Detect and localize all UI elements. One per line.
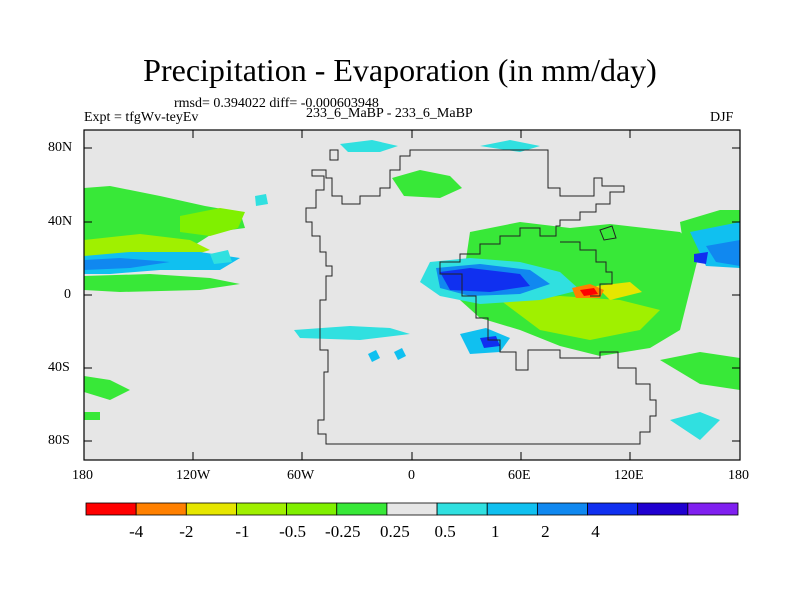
contour-west-pacific-dark <box>694 252 708 264</box>
colorbar: -4 -2 -1 -0.5 -0.25 0.25 0.5 1 2 4 <box>85 502 739 541</box>
colorbar-label: -1 <box>235 522 249 541</box>
contour-pacific-blue-band <box>84 258 170 270</box>
contour-se-pacific-green <box>660 352 740 390</box>
colorbar-label: -2 <box>179 522 193 541</box>
colorbar-swatch <box>236 502 288 516</box>
contour-arctic-cyan-2 <box>480 140 540 152</box>
island-outline <box>599 225 617 241</box>
colorbar-swatch <box>637 502 689 516</box>
contour-northeast-pacific-green <box>180 208 245 236</box>
colorbar-swatch <box>386 502 438 516</box>
colorbar-label: -4 <box>129 522 144 541</box>
expt-label: Expt = tfgWv-teyEv <box>84 110 199 125</box>
contour-fills <box>84 140 740 440</box>
colorbar-swatch <box>587 502 639 516</box>
land-outline <box>305 149 657 445</box>
contour-red-patch <box>580 288 598 296</box>
colorbar-label: -0.5 <box>279 522 306 541</box>
colorbar-label: 2 <box>541 522 550 541</box>
colorbar-label: 0.25 <box>380 522 410 541</box>
asia-coast-outline <box>560 241 613 297</box>
contour-yellow-patch <box>596 282 642 300</box>
colorbar-swatch <box>687 502 739 516</box>
contour-cyan-patch-2 <box>210 250 232 264</box>
x-tick-label: 180 <box>728 468 749 483</box>
contour-south-cyan <box>670 412 720 440</box>
contour-north-atlantic-green <box>392 170 462 198</box>
x-tick-label: 0 <box>408 468 415 483</box>
contour-southwest-green <box>84 376 130 400</box>
x-tick-label: 120E <box>614 468 644 483</box>
stats-label: rmsd= 0.394022 diff= -0.000603948 <box>174 96 379 111</box>
map-title: Precipitation - Evaporation (in mm/day) <box>143 52 657 88</box>
supercontinent-outline <box>305 149 657 445</box>
contour-arctic-cyan <box>340 140 398 152</box>
x-tick-label: 120W <box>176 468 211 483</box>
contour-small-cyan-1 <box>368 350 380 362</box>
colorbar-swatch <box>185 502 237 516</box>
y-tick-label: 40S <box>48 360 70 375</box>
colorbar-swatch <box>436 502 488 516</box>
contour-west-pacific-blue <box>706 240 740 266</box>
contour-small-cyan-2 <box>394 348 406 360</box>
colorbar-swatch <box>536 502 588 516</box>
y-tick-label: 0 <box>64 287 71 302</box>
x-tick-label: 60W <box>287 468 315 483</box>
contour-south-pacific-band <box>294 326 410 340</box>
season-label: DJF <box>710 110 734 125</box>
colorbar-label: -0.25 <box>325 522 360 541</box>
y-tick-label: 80N <box>48 140 73 155</box>
colorbar-swatch <box>286 502 338 516</box>
contour-south-green-1 <box>84 412 100 420</box>
colorbar-swatch <box>85 502 137 516</box>
contour-cyan-patch-1 <box>255 194 268 206</box>
x-tick-label: 180 <box>72 468 93 483</box>
contour-indian-lightgreen <box>500 296 660 340</box>
run-label: 233_6_MaBP - 233_6_MaBP <box>306 106 473 121</box>
colorbar-label: 4 <box>591 522 600 541</box>
axis-ticks <box>84 130 740 460</box>
colorbar-label: 0.5 <box>434 522 455 541</box>
colorbar-swatch <box>135 502 187 516</box>
y-tick-label: 80S <box>48 433 70 448</box>
colorbar-swatch <box>486 502 538 516</box>
colorbar-swatch <box>336 502 388 516</box>
y-tick-label: 40N <box>48 214 73 229</box>
colorbar-label: 1 <box>491 522 500 541</box>
contour-mozambique-dark <box>480 336 500 348</box>
contour-pacific-equatorial-green <box>84 274 240 292</box>
x-tick-label: 60E <box>508 468 531 483</box>
